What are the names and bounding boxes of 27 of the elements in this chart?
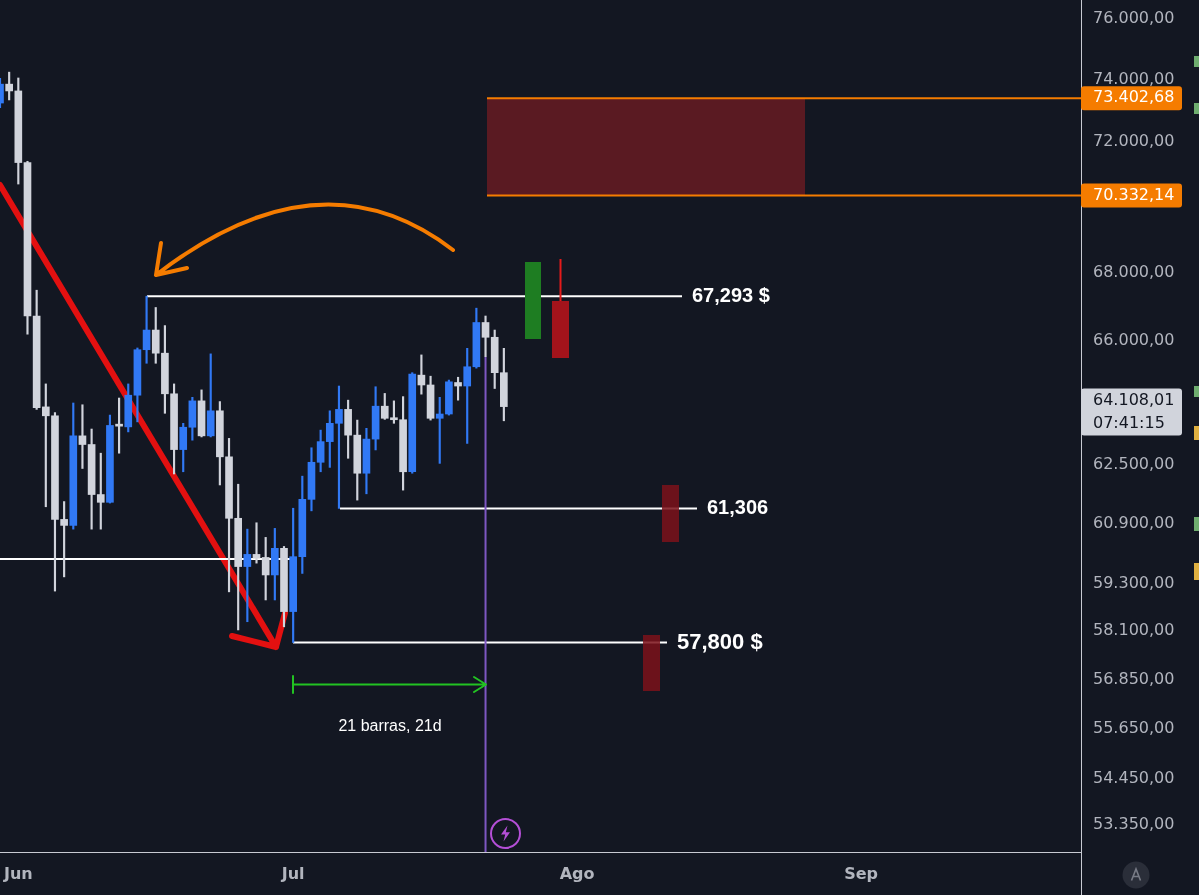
y-tick-label: 58.100,00	[1093, 619, 1175, 639]
x-tick-label: Ago	[559, 863, 595, 883]
x-tick-label: Sep	[844, 863, 879, 883]
y-tick-label: 74.000,00	[1093, 68, 1175, 88]
y-tick-label: 59.300,00	[1093, 573, 1175, 593]
ref-line-label: 73.402,68	[1093, 87, 1175, 107]
y-tick-label: 66.000,00	[1093, 329, 1175, 349]
y-tick-label: 76.000,00	[1093, 8, 1175, 28]
text: 64.108,01	[1093, 389, 1175, 409]
y-tick-label: 68.000,00	[1093, 261, 1175, 281]
candlestick	[252, 522, 261, 564]
y-tick-label: 56.850,00	[1093, 669, 1175, 689]
x-tick-label: Jun	[2, 863, 33, 883]
y-tick-label: 72.000,00	[1093, 131, 1175, 151]
ref-line-label: 57,800 $	[677, 628, 763, 654]
y-tick-label: 55.650,00	[1093, 717, 1175, 737]
y-tick-label: 54.450,00	[1093, 767, 1175, 787]
y-tick-label: 53.350,00	[1093, 814, 1175, 834]
ref-line-label: 70.332,14	[1093, 184, 1175, 204]
ref-line-label: 61,306	[707, 495, 769, 518]
ref-line-label: 67,293 $	[692, 283, 770, 306]
x-tick-label: Jul	[280, 863, 305, 883]
y-tick-label: 62.500,00	[1093, 453, 1175, 473]
annotation: 21 barras, 21d	[338, 717, 442, 735]
y-tick-label: 60.900,00	[1093, 512, 1175, 532]
candlestick	[142, 295, 151, 364]
text: 07:41:15	[1093, 412, 1165, 432]
